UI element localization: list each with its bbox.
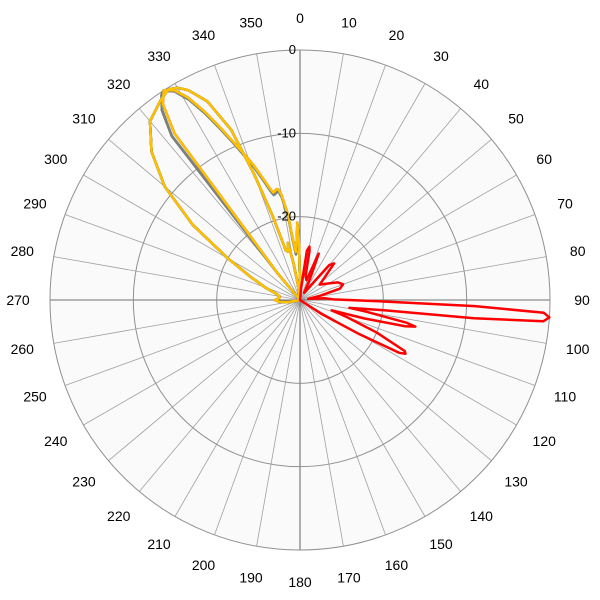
angle-tick-label: 110: [554, 388, 577, 404]
angle-tick-label: 10: [341, 14, 357, 30]
angle-tick-label: 270: [6, 292, 30, 308]
angle-tick-label: 90: [574, 292, 590, 308]
spoke-310: [108, 138, 301, 301]
angle-tick-label: 230: [72, 473, 96, 489]
spoke-50: [299, 138, 492, 301]
angle-tick-label: 310: [72, 111, 96, 127]
angle-tick-labels: 0 10 20 30 40 50 60 70 80 90 100 110 120 130 140 150 160…: [6, 10, 590, 590]
spoke-100: [299, 299, 547, 344]
angle-tick-label: 290: [23, 196, 47, 212]
angle-tick-label: 180: [288, 574, 312, 590]
spoke-200: [214, 299, 301, 536]
angle-tick-label: 0: [296, 10, 304, 26]
angle-tick-label: 30: [433, 48, 449, 64]
angle-tick-label: 170: [337, 570, 361, 586]
angle-tick-label: 60: [536, 151, 552, 167]
spoke-220: [138, 299, 301, 492]
angle-tick-label: 50: [508, 111, 524, 127]
angle-tick-label: 200: [192, 557, 216, 573]
angle-tick-label: 100: [566, 341, 590, 357]
angle-tick-label: 340: [192, 27, 216, 43]
spoke-160: [299, 299, 386, 536]
angle-tick-label: 240: [44, 433, 68, 449]
grid-ring--10: [132, 132, 468, 468]
angle-tick-label: 130: [504, 473, 528, 489]
angle-tick-label: 220: [107, 508, 131, 524]
spoke-80: [299, 256, 547, 301]
radial-tick-label: 0: [289, 42, 296, 57]
angle-tick-label: 210: [147, 536, 171, 552]
angle-tick-label: 350: [239, 14, 263, 30]
angle-tick-label: 70: [557, 196, 573, 212]
angle-tick-label: 250: [23, 388, 47, 404]
radial-tick-label: -20: [277, 209, 296, 224]
angle-tick-label: 280: [11, 243, 35, 259]
angle-tick-label: 260: [11, 341, 35, 357]
series-line-5: [148, 86, 302, 304]
spoke-170: [299, 299, 344, 547]
angle-tick-label: 150: [429, 536, 453, 552]
spoke-240: [83, 299, 301, 426]
angle-tick-label: 40: [473, 76, 489, 92]
spoke-150: [299, 299, 426, 517]
grid-ring-0: [49, 49, 551, 551]
angle-tick-label: 300: [44, 151, 68, 167]
angle-tick-label: 160: [385, 557, 409, 573]
spoke-30: [299, 83, 426, 301]
spoke-190: [256, 299, 301, 547]
spoke-250: [64, 299, 301, 386]
grid-ring--20: [216, 216, 384, 384]
spoke-260: [53, 299, 301, 344]
angle-tick-label: 140: [470, 508, 494, 524]
spoke-140: [299, 299, 462, 492]
spoke-130: [299, 299, 492, 462]
spoke-230: [108, 299, 301, 462]
angle-tick-label: 320: [107, 76, 131, 92]
series-group: [148, 86, 551, 355]
spoke-60: [299, 174, 517, 301]
radial-tick-label: -10: [277, 125, 296, 140]
angle-tick-label: 120: [533, 433, 557, 449]
angle-tick-label: 190: [239, 570, 263, 586]
spoke-70: [299, 214, 536, 301]
angle-tick-label: 80: [570, 243, 586, 259]
spoke-300: [83, 174, 301, 301]
radial-tick-labels: 0 -10 -20: [277, 42, 296, 224]
spoke-330: [174, 83, 301, 301]
angle-tick-label: 20: [389, 27, 405, 43]
spoke-280: [53, 256, 301, 301]
series-line-6: [298, 245, 551, 355]
spoke-210: [174, 299, 301, 517]
angle-tick-label: 330: [147, 48, 171, 64]
